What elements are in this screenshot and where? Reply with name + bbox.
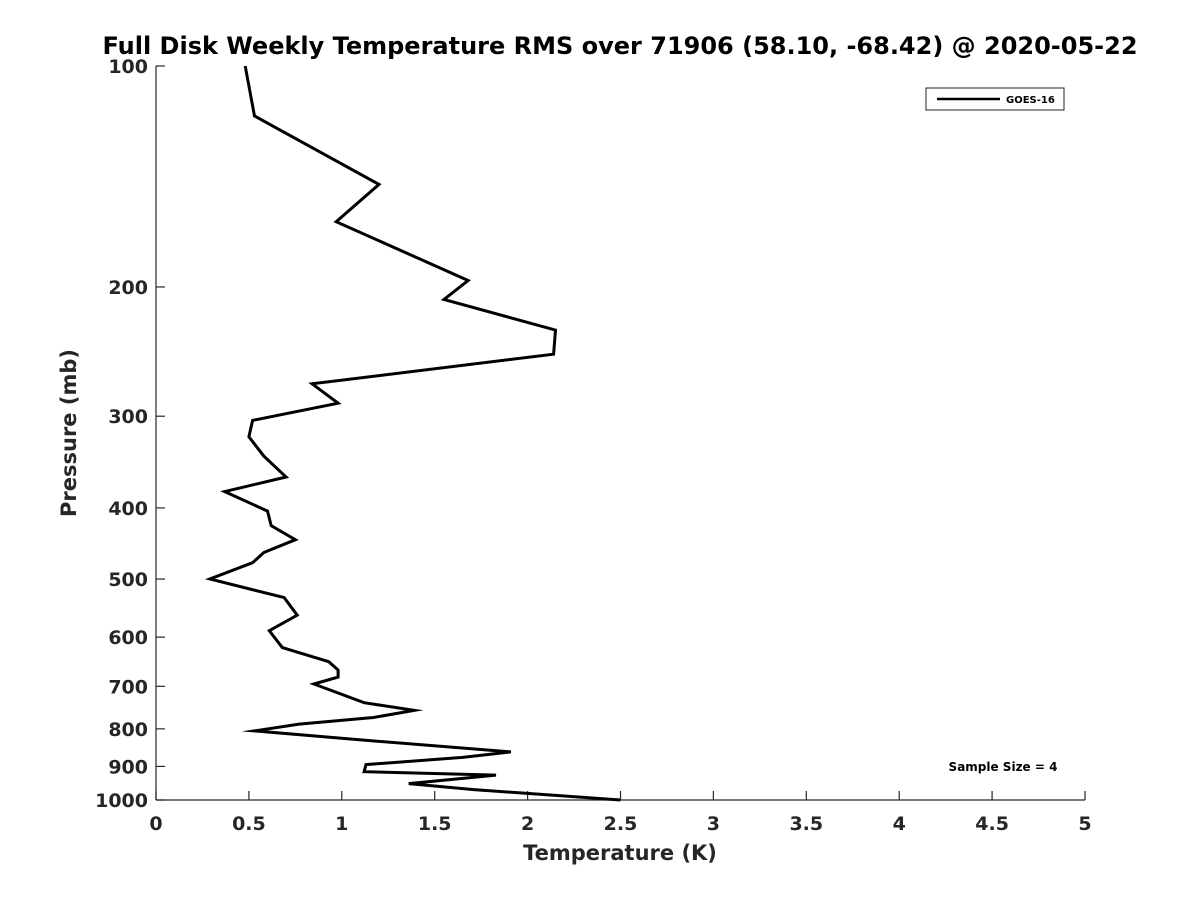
x-tick-label: 3 <box>707 813 720 835</box>
series-layer <box>204 65 621 802</box>
x-axis-label: Temperature (K) <box>523 841 717 865</box>
chart-title: Full Disk Weekly Temperature RMS over 71… <box>102 32 1137 60</box>
y-tick-label: 600 <box>108 627 148 649</box>
y-tick-label: 500 <box>108 569 148 591</box>
y-tick-label: 100 <box>108 56 148 78</box>
y-tick-label: 700 <box>108 676 148 698</box>
x-tick-label: 5 <box>1078 813 1091 835</box>
y-axis-label: Pressure (mb) <box>57 349 81 517</box>
x-tick-label: 3.5 <box>789 813 823 835</box>
x-tick-label: 1 <box>335 813 348 835</box>
x-tick-label: 4 <box>893 813 906 835</box>
x-tick-label: 0 <box>149 813 162 835</box>
y-tick-label: 900 <box>108 756 148 778</box>
y-tick-label: 1000 <box>95 790 148 812</box>
x-tick-label: 1.5 <box>418 813 452 835</box>
x-tick-label: 2 <box>521 813 534 835</box>
y-tick-label: 400 <box>108 498 148 520</box>
sample-size-annotation: Sample Size = 4 <box>949 760 1058 774</box>
legend-label-goes16: GOES-16 <box>1006 95 1055 106</box>
y-axis-ticks: 100 200 300 400 500 600 700 800 900 1000 <box>95 56 165 812</box>
legend: GOES-16 <box>925 87 1065 111</box>
y-tick-label: 200 <box>108 277 148 299</box>
x-axis-ticks: 0 0.5 1 1.5 2 2.5 3 3.5 4 4.5 5 <box>149 791 1092 835</box>
x-tick-label: 0.5 <box>232 813 266 835</box>
y-tick-label: 300 <box>108 406 148 428</box>
series-line-0 <box>204 65 621 802</box>
x-tick-label: 2.5 <box>604 813 638 835</box>
y-tick-label: 800 <box>108 719 148 741</box>
x-tick-label: 4.5 <box>975 813 1009 835</box>
